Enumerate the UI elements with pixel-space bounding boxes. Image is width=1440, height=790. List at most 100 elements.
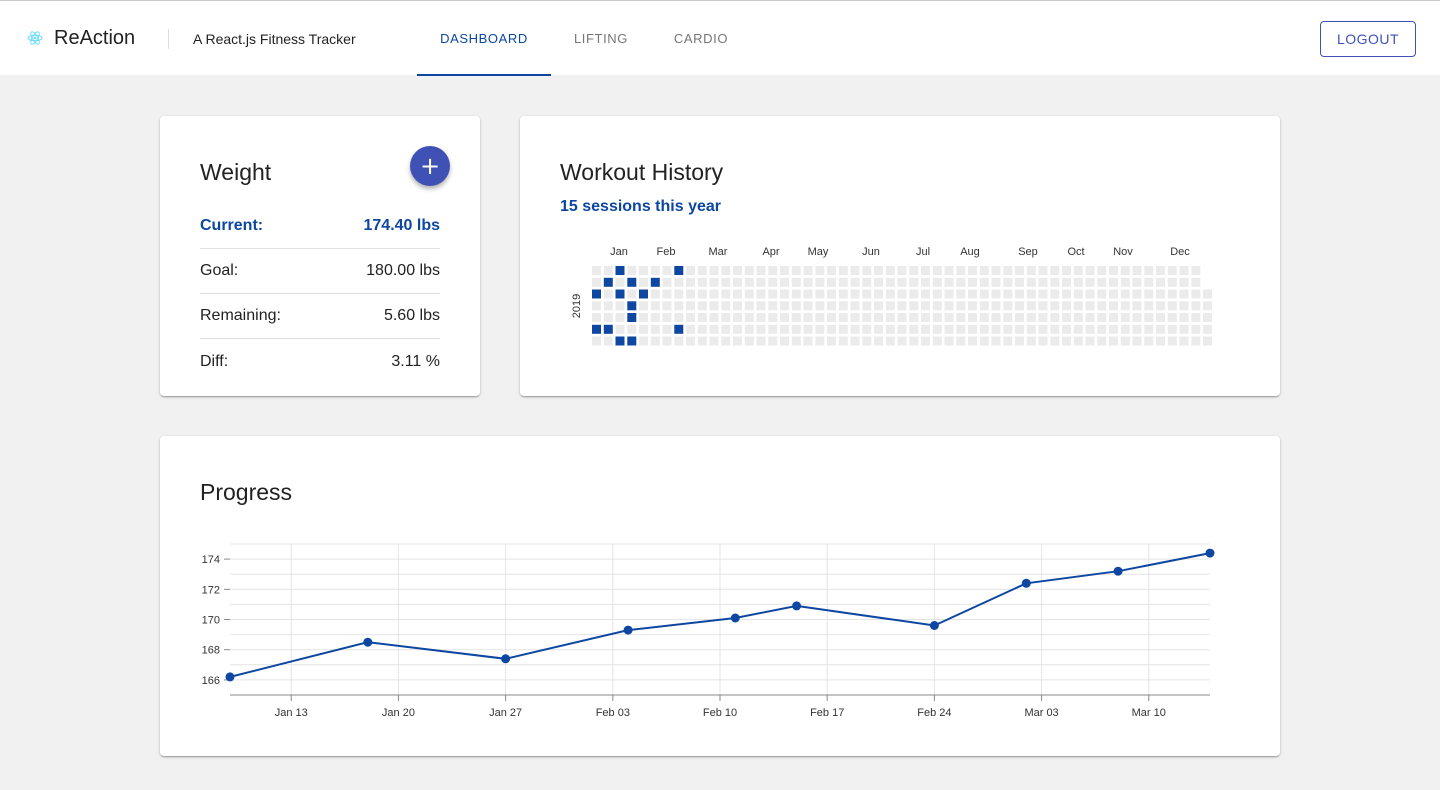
workout-day-cell[interactable] <box>1132 289 1142 299</box>
workout-day-cell[interactable] <box>674 277 684 287</box>
workout-day-cell[interactable] <box>686 336 695 346</box>
workout-day-cell[interactable] <box>1120 289 1130 299</box>
workout-day-cell[interactable] <box>932 301 942 311</box>
workout-day-cell-active[interactable] <box>603 277 613 287</box>
workout-day-cell[interactable] <box>897 266 907 275</box>
workout-day-cell[interactable] <box>838 324 848 334</box>
data-point[interactable] <box>792 601 802 611</box>
workout-day-cell[interactable] <box>650 324 660 334</box>
workout-day-cell[interactable] <box>1109 289 1118 299</box>
workout-day-cell[interactable] <box>1015 266 1024 275</box>
workout-day-cell[interactable] <box>932 277 942 287</box>
workout-day-cell[interactable] <box>1050 277 1060 287</box>
workout-day-cell[interactable] <box>592 266 601 275</box>
workout-day-cell[interactable] <box>1097 324 1107 334</box>
workout-day-cell[interactable] <box>1085 301 1095 311</box>
workout-day-cell[interactable] <box>709 313 719 322</box>
workout-day-cell[interactable] <box>1003 301 1013 311</box>
workout-day-cell[interactable] <box>1144 301 1154 311</box>
workout-day-cell[interactable] <box>780 336 789 346</box>
workout-day-cell[interactable] <box>768 266 778 275</box>
workout-day-cell[interactable] <box>827 324 836 334</box>
workout-day-cell[interactable] <box>603 289 613 299</box>
workout-day-cell-active[interactable] <box>592 289 601 299</box>
workout-day-cell[interactable] <box>1062 289 1071 299</box>
workout-day-cell[interactable] <box>1109 336 1118 346</box>
workout-day-cell[interactable] <box>1132 266 1142 275</box>
workout-day-cell[interactable] <box>756 336 766 346</box>
workout-day-cell[interactable] <box>768 277 778 287</box>
workout-day-cell[interactable] <box>885 324 895 334</box>
workout-day-cell[interactable] <box>838 301 848 311</box>
workout-day-cell[interactable] <box>650 266 660 275</box>
workout-day-cell[interactable] <box>1203 324 1212 334</box>
workout-day-cell[interactable] <box>979 266 989 275</box>
workout-day-cell[interactable] <box>650 289 660 299</box>
workout-day-cell[interactable] <box>1156 289 1165 299</box>
workout-day-cell[interactable] <box>1026 324 1036 334</box>
workout-day-cell[interactable] <box>603 266 613 275</box>
workout-day-cell[interactable] <box>1144 336 1154 346</box>
data-point[interactable] <box>1113 566 1123 576</box>
workout-day-cell[interactable] <box>944 336 954 346</box>
workout-day-cell[interactable] <box>1026 266 1036 275</box>
workout-day-cell[interactable] <box>862 313 872 322</box>
workout-day-cell[interactable] <box>791 266 801 275</box>
workout-day-cell[interactable] <box>1097 336 1107 346</box>
workout-day-cell-active[interactable] <box>674 324 684 334</box>
workout-day-cell[interactable] <box>639 301 648 311</box>
workout-day-cell[interactable] <box>674 336 684 346</box>
workout-day-cell[interactable] <box>1003 313 1013 322</box>
workout-day-cell[interactable] <box>968 266 977 275</box>
workout-day-cell[interactable] <box>979 336 989 346</box>
workout-day-cell[interactable] <box>921 324 930 334</box>
data-point[interactable] <box>730 613 740 623</box>
workout-day-cell[interactable] <box>686 289 695 299</box>
workout-day-cell[interactable] <box>803 336 813 346</box>
workout-day-cell-active[interactable] <box>650 277 660 287</box>
workout-day-cell[interactable] <box>1073 289 1083 299</box>
workout-day-cell[interactable] <box>709 324 719 334</box>
workout-day-cell[interactable] <box>1167 301 1177 311</box>
workout-day-cell[interactable] <box>921 289 930 299</box>
workout-day-cell[interactable] <box>1120 324 1130 334</box>
workout-day-cell[interactable] <box>686 277 695 287</box>
workout-day-cell[interactable] <box>1179 277 1189 287</box>
workout-day-cell[interactable] <box>991 336 1001 346</box>
workout-day-cell[interactable] <box>1144 324 1154 334</box>
workout-day-cell[interactable] <box>1203 313 1212 322</box>
logout-button[interactable]: LOGOUT <box>1320 21 1416 57</box>
workout-day-cell[interactable] <box>1073 301 1083 311</box>
workout-day-cell[interactable] <box>1085 289 1095 299</box>
workout-day-cell[interactable] <box>838 313 848 322</box>
workout-day-cell[interactable] <box>1097 301 1107 311</box>
workout-day-cell[interactable] <box>662 301 672 311</box>
workout-day-cell[interactable] <box>1062 277 1071 287</box>
workout-day-cell[interactable] <box>932 324 942 334</box>
workout-day-cell[interactable] <box>827 336 836 346</box>
workout-day-cell[interactable] <box>1156 266 1165 275</box>
workout-day-cell[interactable] <box>627 324 637 334</box>
workout-day-cell[interactable] <box>791 336 801 346</box>
workout-day-cell[interactable] <box>850 277 860 287</box>
workout-day-cell[interactable] <box>827 266 836 275</box>
workout-day-cell[interactable] <box>1203 301 1212 311</box>
workout-day-cell[interactable] <box>1167 289 1177 299</box>
workout-day-cell[interactable] <box>686 324 695 334</box>
workout-day-cell[interactable] <box>909 313 919 322</box>
workout-day-cell[interactable] <box>803 301 813 311</box>
workout-day-cell[interactable] <box>1085 313 1095 322</box>
workout-day-cell[interactable] <box>944 277 954 287</box>
workout-day-cell[interactable] <box>686 266 695 275</box>
workout-day-cell[interactable] <box>1073 324 1083 334</box>
workout-day-cell[interactable] <box>733 313 742 322</box>
workout-day-cell[interactable] <box>979 301 989 311</box>
workout-day-cell[interactable] <box>1073 336 1083 346</box>
workout-day-cell[interactable] <box>932 313 942 322</box>
workout-day-cell[interactable] <box>991 289 1001 299</box>
workout-day-cell[interactable] <box>944 289 954 299</box>
workout-day-cell[interactable] <box>1191 336 1201 346</box>
workout-day-cell[interactable] <box>1144 266 1154 275</box>
workout-day-cell[interactable] <box>1203 336 1212 346</box>
workout-day-cell[interactable] <box>956 266 966 275</box>
